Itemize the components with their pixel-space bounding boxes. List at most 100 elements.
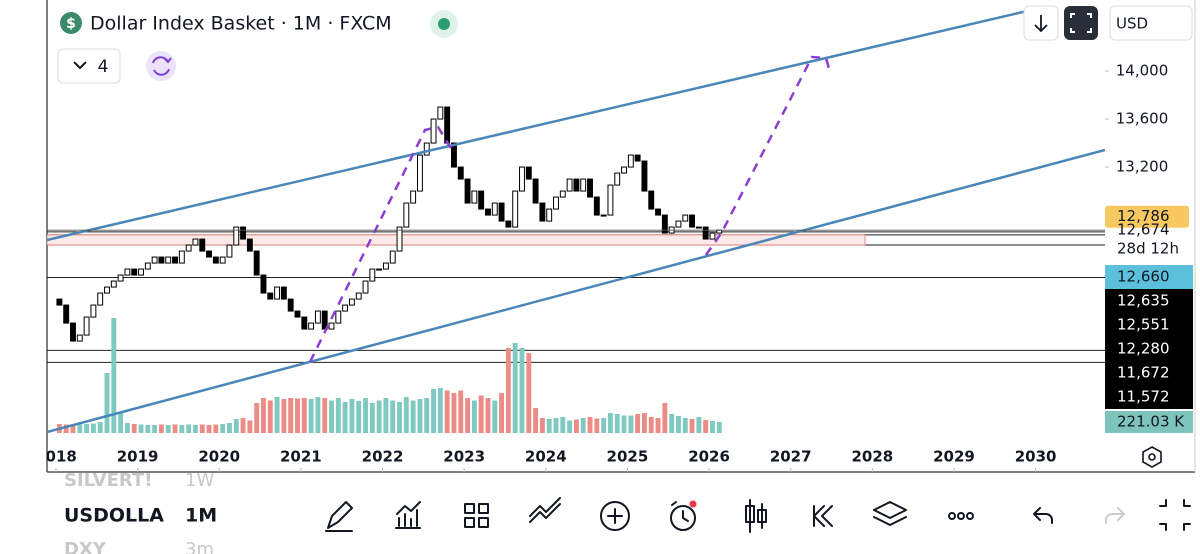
watch-interval: 3m <box>185 539 214 554</box>
volume-bar <box>417 399 423 433</box>
volume-bar <box>607 413 613 433</box>
candle-body <box>124 268 131 276</box>
x-tick-label: 2025 <box>607 448 649 466</box>
replay-tool[interactable] <box>813 505 833 527</box>
volume-bar <box>424 398 430 433</box>
indicators-toggle[interactable] <box>57 48 121 84</box>
add-tool[interactable] <box>600 501 630 531</box>
fullscreen-tool[interactable] <box>1159 499 1191 531</box>
symbol-icon-text: $ <box>66 16 76 32</box>
candle-body <box>546 208 553 222</box>
volume-bar <box>206 425 212 433</box>
layers-tool[interactable] <box>873 501 907 526</box>
volume-bar <box>104 373 110 433</box>
candle-body <box>144 262 151 270</box>
candle-body <box>566 178 573 192</box>
volume-bar <box>233 419 239 433</box>
volume-bar <box>431 389 436 433</box>
symbol-title[interactable]: Dollar Index Basket · 1M · FXCM <box>90 13 392 35</box>
alert-tool[interactable] <box>670 505 696 531</box>
candle-body <box>709 232 716 240</box>
settings-button[interactable] <box>1142 446 1162 468</box>
status-dot[interactable] <box>438 18 450 30</box>
level-label: 12,635 <box>1117 292 1170 310</box>
candle-body <box>206 250 212 258</box>
volume-bar <box>274 397 280 433</box>
header-bg <box>52 6 427 40</box>
refresh-button[interactable] <box>146 51 176 81</box>
volume-bar <box>322 398 328 433</box>
volume-bar <box>90 423 96 433</box>
candle-body <box>634 154 641 162</box>
candle-body <box>525 166 532 180</box>
candle-body <box>280 286 287 300</box>
volume-bar <box>63 424 69 433</box>
draw-tool[interactable] <box>325 501 353 532</box>
level-tag <box>1105 313 1193 337</box>
candle-body <box>355 292 362 300</box>
x-tick-label: 2026 <box>688 448 730 466</box>
channel-lower <box>47 148 1105 434</box>
fullscreen-icon <box>1070 13 1092 33</box>
candle-body <box>498 202 505 222</box>
volume-bar <box>124 423 130 433</box>
redo-tool[interactable] <box>1105 507 1125 524</box>
volume-bar <box>77 424 83 433</box>
currency-select[interactable] <box>1109 5 1193 41</box>
candle-body <box>199 238 206 252</box>
candle-body <box>382 262 389 270</box>
volume-bar <box>499 393 505 433</box>
level-tag <box>1105 385 1193 409</box>
candle-body <box>110 280 117 288</box>
candle-body <box>294 310 301 318</box>
arrow-down-icon <box>1034 15 1048 33</box>
candle-body <box>117 274 124 282</box>
candle-body <box>621 166 627 174</box>
watch-symbol[interactable]: SILVERT! <box>64 470 152 491</box>
candle-body <box>260 274 267 294</box>
level-label: 11,572 <box>1117 388 1170 406</box>
level-lines <box>47 231 1105 363</box>
candle-body <box>165 256 172 264</box>
candle-body <box>233 226 240 246</box>
volume-bar <box>165 425 171 433</box>
undo-tool[interactable] <box>1033 507 1053 524</box>
refresh-arrow <box>164 57 172 64</box>
candle-body <box>342 304 349 312</box>
compare-tool[interactable] <box>529 497 561 523</box>
volume-bar <box>186 424 192 433</box>
symbol-icon[interactable] <box>60 12 82 34</box>
indicators-tool[interactable] <box>395 501 421 529</box>
volume-bar <box>363 398 368 433</box>
level-label: 12,280 <box>1117 340 1170 358</box>
volume-bar <box>485 398 491 433</box>
volume-bar <box>621 415 627 433</box>
volume-bar <box>315 397 321 433</box>
volume-bar <box>594 418 600 433</box>
volume-bar <box>267 400 273 433</box>
candle-body <box>559 190 566 198</box>
bar-countdown: 28d 12h <box>1117 240 1179 258</box>
volume-bar <box>118 413 124 433</box>
x-tick-label: 2023 <box>443 448 485 466</box>
volume-bar <box>97 422 103 433</box>
candle-body <box>138 268 144 276</box>
volume-bar <box>329 400 334 433</box>
watch-symbol[interactable]: DXY <box>64 539 107 554</box>
chart-type-tool[interactable] <box>745 499 767 533</box>
more-tool[interactable] <box>948 512 956 520</box>
level-tag <box>1105 361 1193 385</box>
watch-symbol[interactable]: USDOLLA <box>64 505 164 527</box>
volume-bar <box>288 398 294 433</box>
candle-body <box>416 154 423 192</box>
fullscreen-button[interactable] <box>1064 6 1098 40</box>
candle-body <box>314 310 321 324</box>
volume-bar <box>437 388 443 433</box>
volume-bar <box>192 425 198 433</box>
candle-body <box>464 178 471 204</box>
layout-tool[interactable] <box>464 503 489 528</box>
volume-bar <box>682 418 688 433</box>
volume-bar <box>342 402 348 433</box>
